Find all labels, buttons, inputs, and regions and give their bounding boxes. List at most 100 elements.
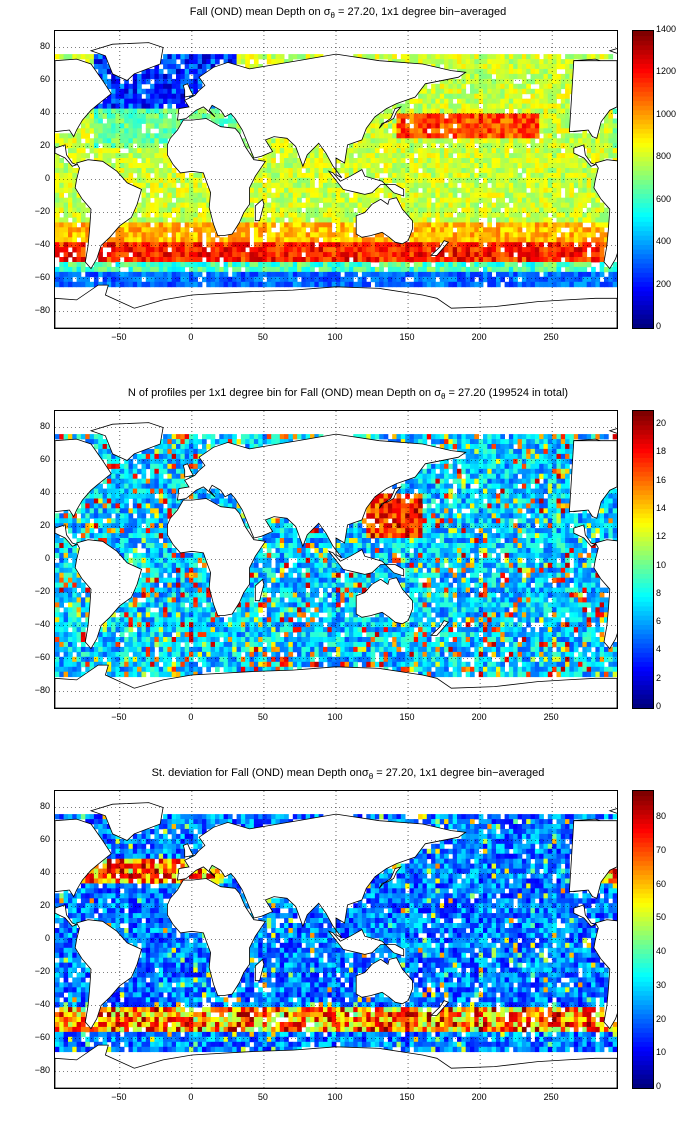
coastline-japan <box>378 106 403 129</box>
title-symbol: σ <box>434 387 442 399</box>
coastline-south-america <box>593 919 617 1030</box>
coastline-greenland <box>608 428 617 434</box>
coastline-north-america <box>55 818 112 898</box>
x-tick-label: 150 <box>399 1092 415 1102</box>
colorbar-tick-label: 1400 <box>656 24 677 34</box>
y-tick-label: −60 <box>34 651 50 662</box>
x-tick-label: 50 <box>257 332 268 342</box>
x-tick-label: −50 <box>111 1092 127 1102</box>
title-text: Fall (OND) mean Depth on <box>189 6 324 18</box>
colorbar-tick-label: 8 <box>656 587 662 598</box>
colorbar-tick-label: 14 <box>656 503 667 513</box>
panel-title: Fall (OND) mean Depth on σθ = 27.20, 1x1… <box>0 6 696 20</box>
y-tick-label: 40 <box>39 866 50 877</box>
colorbar-tick-label: 30 <box>656 979 667 990</box>
ocean-map <box>54 30 618 329</box>
coastline-new-zealand <box>430 1000 450 1016</box>
colorbar-tick-label: 800 <box>656 151 672 162</box>
title-text: N of profiles per 1x1 degree bin for Fal… <box>127 387 435 399</box>
coastline-north-america-east <box>568 60 617 139</box>
coastline-central-america <box>55 524 78 547</box>
x-tick-label: 50 <box>257 1092 268 1102</box>
colorbar-tick-label: 10 <box>656 1047 667 1058</box>
y-tick-label: 0 <box>44 552 50 563</box>
map-canvas <box>55 411 617 708</box>
coastline-madagascar <box>254 198 265 222</box>
coastline-south-america <box>74 539 142 650</box>
coastline-antarctica <box>55 284 617 328</box>
coastline-central-america <box>55 144 78 167</box>
coastline-eurasia <box>177 813 467 939</box>
coastline-greenland <box>89 802 164 841</box>
colorbar-gradient <box>633 791 653 1089</box>
data-cells <box>55 54 617 288</box>
coastline-australia <box>355 577 413 625</box>
y-tick-label: 60 <box>39 833 50 844</box>
colorbar-tick-label: 0 <box>656 701 662 711</box>
coastline-central-america <box>55 904 78 927</box>
coastline-south-america <box>593 159 617 270</box>
y-tick-label: 20 <box>39 139 50 150</box>
ocean-map <box>54 410 618 709</box>
coastline-greenland <box>89 42 164 81</box>
y-tick-label: −20 <box>34 205 50 216</box>
x-tick-label: 0 <box>188 712 194 722</box>
coastline-greenland <box>608 48 617 54</box>
x-tick-label: 0 <box>188 332 194 342</box>
y-tick-label: −80 <box>34 304 50 315</box>
colorbar <box>632 410 654 709</box>
x-tick-label: 0 <box>188 1092 194 1102</box>
y-tick-label: 20 <box>39 899 50 910</box>
coastline-australia <box>355 197 413 245</box>
title-subscript: θ <box>368 772 374 782</box>
coastline-uk <box>182 843 194 858</box>
coastlines <box>55 422 617 708</box>
coastline-japan <box>378 866 403 889</box>
x-tick-label: 50 <box>257 712 268 722</box>
y-tick-label: −80 <box>34 684 50 695</box>
x-tick-label: −50 <box>111 332 127 342</box>
x-tick-label: 200 <box>471 712 487 722</box>
coastline-eurasia <box>177 433 467 559</box>
grid-lines <box>55 791 617 1088</box>
coastline-uk <box>182 463 194 478</box>
coastline-madagascar <box>254 578 265 602</box>
y-tick-label: 0 <box>44 932 50 943</box>
coastline-south-america <box>74 919 142 1030</box>
colorbar-tick-label: 1200 <box>656 66 677 77</box>
coastline-antarctica <box>55 664 617 708</box>
x-tick-label: 200 <box>471 332 487 342</box>
coastline-madagascar <box>254 958 265 982</box>
coastline-greenland <box>608 808 617 814</box>
y-tick-label: 0 <box>44 172 50 183</box>
coastlines <box>55 802 617 1088</box>
coastline-south-america <box>593 539 617 650</box>
x-tick-label: 100 <box>327 712 343 722</box>
panel-title: N of profiles per 1x1 degree bin for Fal… <box>0 387 696 401</box>
coastline-uk <box>182 83 194 98</box>
y-tick-label: 40 <box>39 486 50 497</box>
coastline-indonesia <box>327 169 405 197</box>
colorbar-tick-label: 10 <box>656 559 667 570</box>
y-tick-label: −60 <box>34 1031 50 1042</box>
colorbar-tick-label: 0 <box>656 321 662 331</box>
y-tick-label: −20 <box>34 965 50 976</box>
coastline-antarctica <box>55 1044 617 1088</box>
grid-lines <box>55 411 617 708</box>
y-tick-label: −60 <box>34 271 50 282</box>
colorbar-tick-label: 50 <box>656 912 667 923</box>
title-text-end: = 27.20 (199524 in total) <box>445 387 569 399</box>
colorbar-tick-label: 2 <box>656 672 662 683</box>
y-tick-label: 60 <box>39 453 50 464</box>
coastline-indonesia <box>327 549 405 577</box>
title-text: St. deviation for Fall (OND) mean Depth … <box>151 767 362 779</box>
colorbar-tick-label: 60 <box>656 878 667 889</box>
coastline-eurasia <box>177 53 467 179</box>
y-tick-label: 40 <box>39 106 50 117</box>
map-canvas <box>55 31 617 328</box>
y-tick-label: −40 <box>34 998 50 1009</box>
x-tick-label: 100 <box>327 332 343 342</box>
x-tick-label: 150 <box>399 712 415 722</box>
colorbar-tick-label: 6 <box>656 616 662 627</box>
coastline-north-america <box>55 58 112 138</box>
